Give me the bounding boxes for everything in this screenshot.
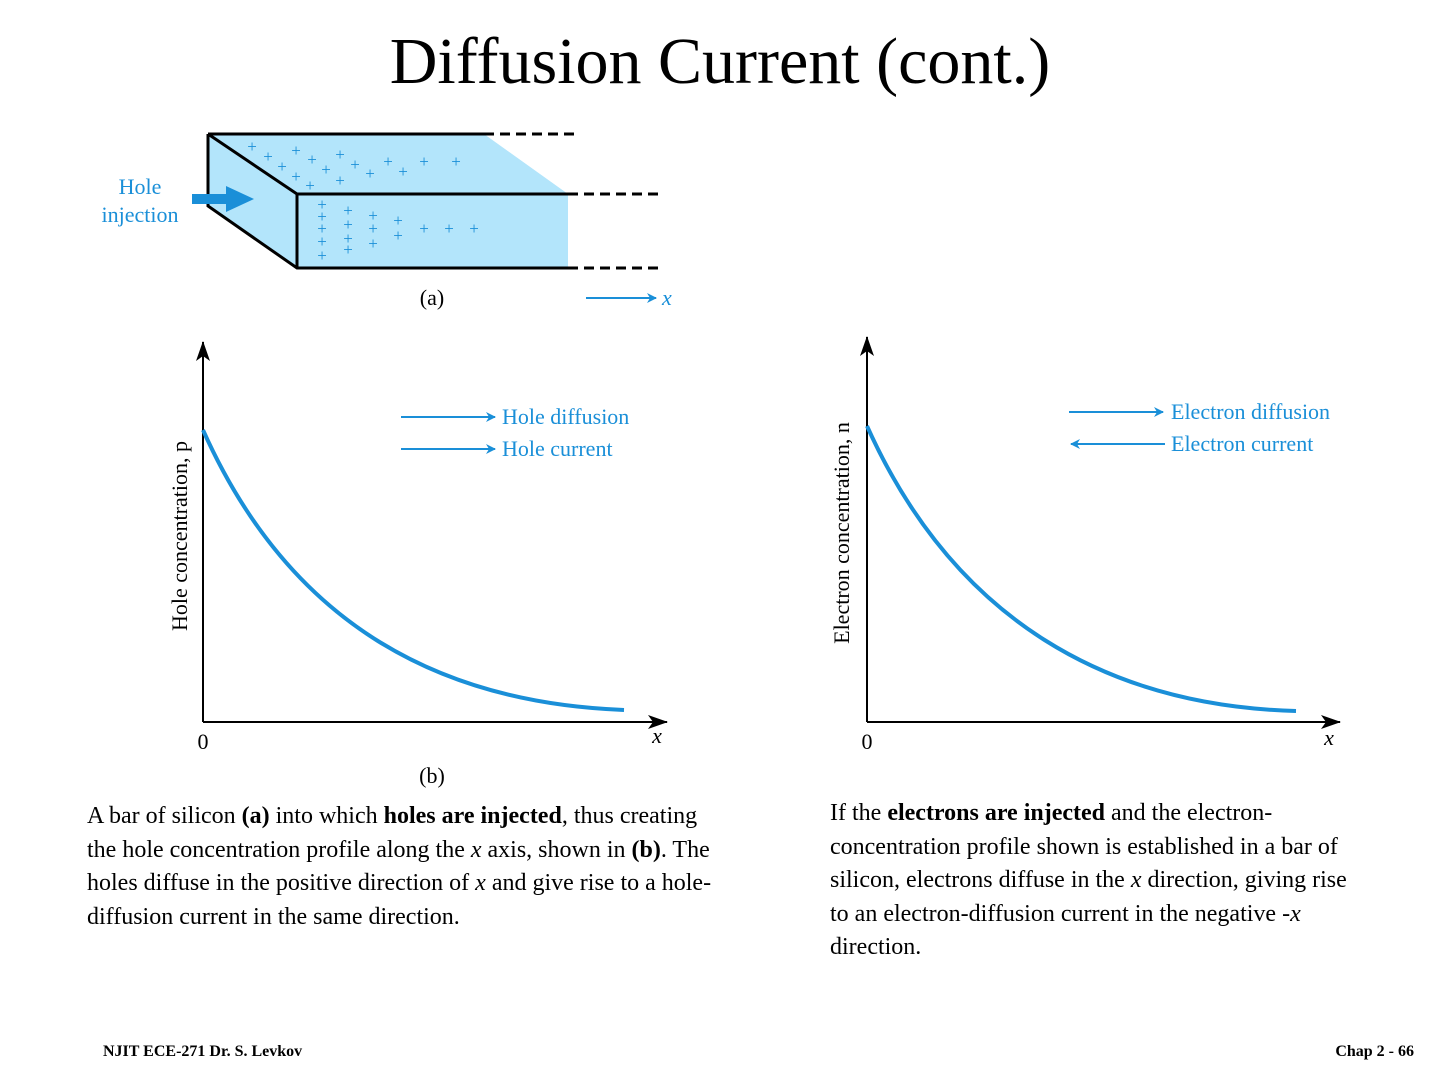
caption-a: (a)	[420, 285, 444, 310]
injection-arrow-shaft	[192, 194, 230, 204]
svg-text:+: +	[317, 207, 327, 226]
svg-text:+: +	[451, 152, 461, 171]
svg-text:+: +	[305, 176, 315, 195]
svg-text:+: +	[368, 234, 378, 253]
injection-label-line2: injection	[102, 202, 179, 227]
x-direction-label: x	[661, 285, 672, 310]
electron-concentration-curve	[865, 425, 1297, 713]
svg-text:+: +	[317, 219, 327, 238]
silicon-bar-figure: + ++ + ++ + + + + ++ + + + + ++ + + + + + + + + + + + +…	[102, 132, 672, 310]
origin-label: 0	[862, 729, 873, 754]
electron-injection-description: If the electrons are injected and the el…	[830, 800, 1347, 960]
svg-text:+: +	[368, 206, 378, 225]
electron-concentration-plot: Electron concentration, n 0 x Electron d…	[829, 336, 1341, 754]
svg-text:+: +	[335, 145, 345, 164]
svg-text:+: +	[335, 171, 345, 190]
slide-title: Diffusion Current (cont.)	[389, 25, 1051, 98]
svg-text:+: +	[277, 157, 287, 176]
svg-text:+: +	[419, 152, 429, 171]
legend-hole-current: Hole current	[502, 436, 613, 461]
svg-text:+: +	[291, 141, 301, 160]
x-axis-label: x	[1323, 725, 1334, 750]
svg-text:+: +	[307, 150, 317, 169]
origin-label: 0	[198, 729, 209, 754]
caption-b: (b)	[419, 763, 445, 788]
svg-text:+: +	[263, 147, 273, 166]
bar-front-face	[297, 194, 568, 268]
bar-outline	[206, 132, 568, 270]
svg-text:+: +	[247, 137, 257, 156]
svg-text:+: +	[365, 164, 375, 183]
svg-text:+: +	[419, 219, 429, 238]
svg-text:+: +	[444, 219, 454, 238]
svg-text:+: +	[321, 160, 331, 179]
legend-hole-diffusion: Hole diffusion	[502, 404, 629, 429]
x-axis-label: x	[651, 723, 662, 748]
svg-text:+: +	[343, 240, 353, 259]
svg-text:+: +	[383, 152, 393, 171]
svg-text:+: +	[317, 246, 327, 265]
bar-left-face	[208, 134, 297, 268]
svg-text:+: +	[317, 232, 327, 251]
svg-text:+: +	[343, 201, 353, 220]
injection-label-line1: Hole	[119, 174, 162, 199]
svg-text:+: +	[317, 195, 327, 214]
svg-text:+: +	[343, 215, 353, 234]
svg-text:+: +	[350, 155, 360, 174]
svg-text:+: +	[393, 211, 403, 230]
svg-text:+: +	[368, 219, 378, 238]
y-axis-label: Electron concentration, n	[829, 422, 854, 644]
y-axis-label: Hole concentration, p	[167, 441, 192, 631]
bar-top-face	[208, 134, 568, 194]
hole-injection-description: A bar of silicon (a) into which holes ar…	[87, 803, 712, 930]
hole-concentration-plot: Hole concentration, p 0 x Hole diffusion…	[167, 341, 668, 788]
hole-concentration-curve	[201, 429, 625, 712]
footer-page-number: Chap 2 - 66	[1335, 1043, 1414, 1060]
svg-text:+: +	[398, 162, 408, 181]
legend-electron-diffusion: Electron diffusion	[1171, 399, 1330, 424]
svg-text:+: +	[393, 226, 403, 245]
footer-course-author: NJIT ECE-271 Dr. S. Levkov	[103, 1043, 303, 1060]
hole-markers: + ++ + ++ + + + + ++ + + + + ++ + + + + + + + + + + + +…	[247, 137, 479, 265]
injection-arrow-head	[226, 186, 254, 212]
legend-electron-current: Electron current	[1171, 431, 1313, 456]
svg-text:+: +	[469, 219, 479, 238]
svg-text:+: +	[291, 167, 301, 186]
svg-text:+: +	[343, 229, 353, 248]
